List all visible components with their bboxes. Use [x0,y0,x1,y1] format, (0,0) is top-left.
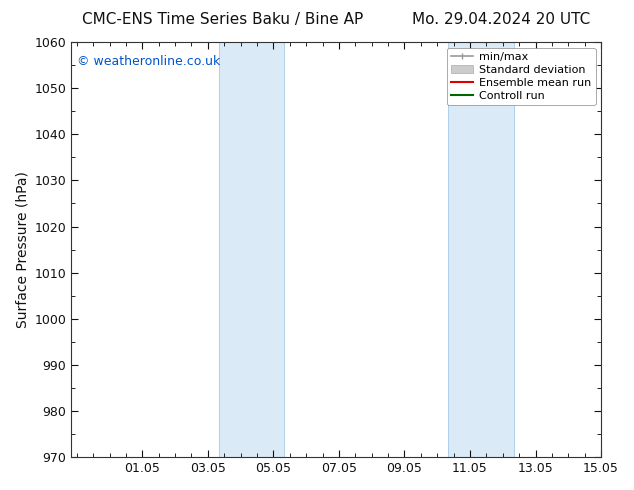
Legend: min/max, Standard deviation, Ensemble mean run, Controll run: min/max, Standard deviation, Ensemble me… [446,48,595,105]
Bar [448,42,514,457]
Text: CMC-ENS Time Series Baku / Bine AP: CMC-ENS Time Series Baku / Bine AP [82,12,364,27]
Y-axis label: Surface Pressure (hPa): Surface Pressure (hPa) [15,171,29,328]
Text: © weatheronline.co.uk: © weatheronline.co.uk [77,54,220,68]
Bar [219,42,284,457]
Text: Mo. 29.04.2024 20 UTC: Mo. 29.04.2024 20 UTC [412,12,590,27]
